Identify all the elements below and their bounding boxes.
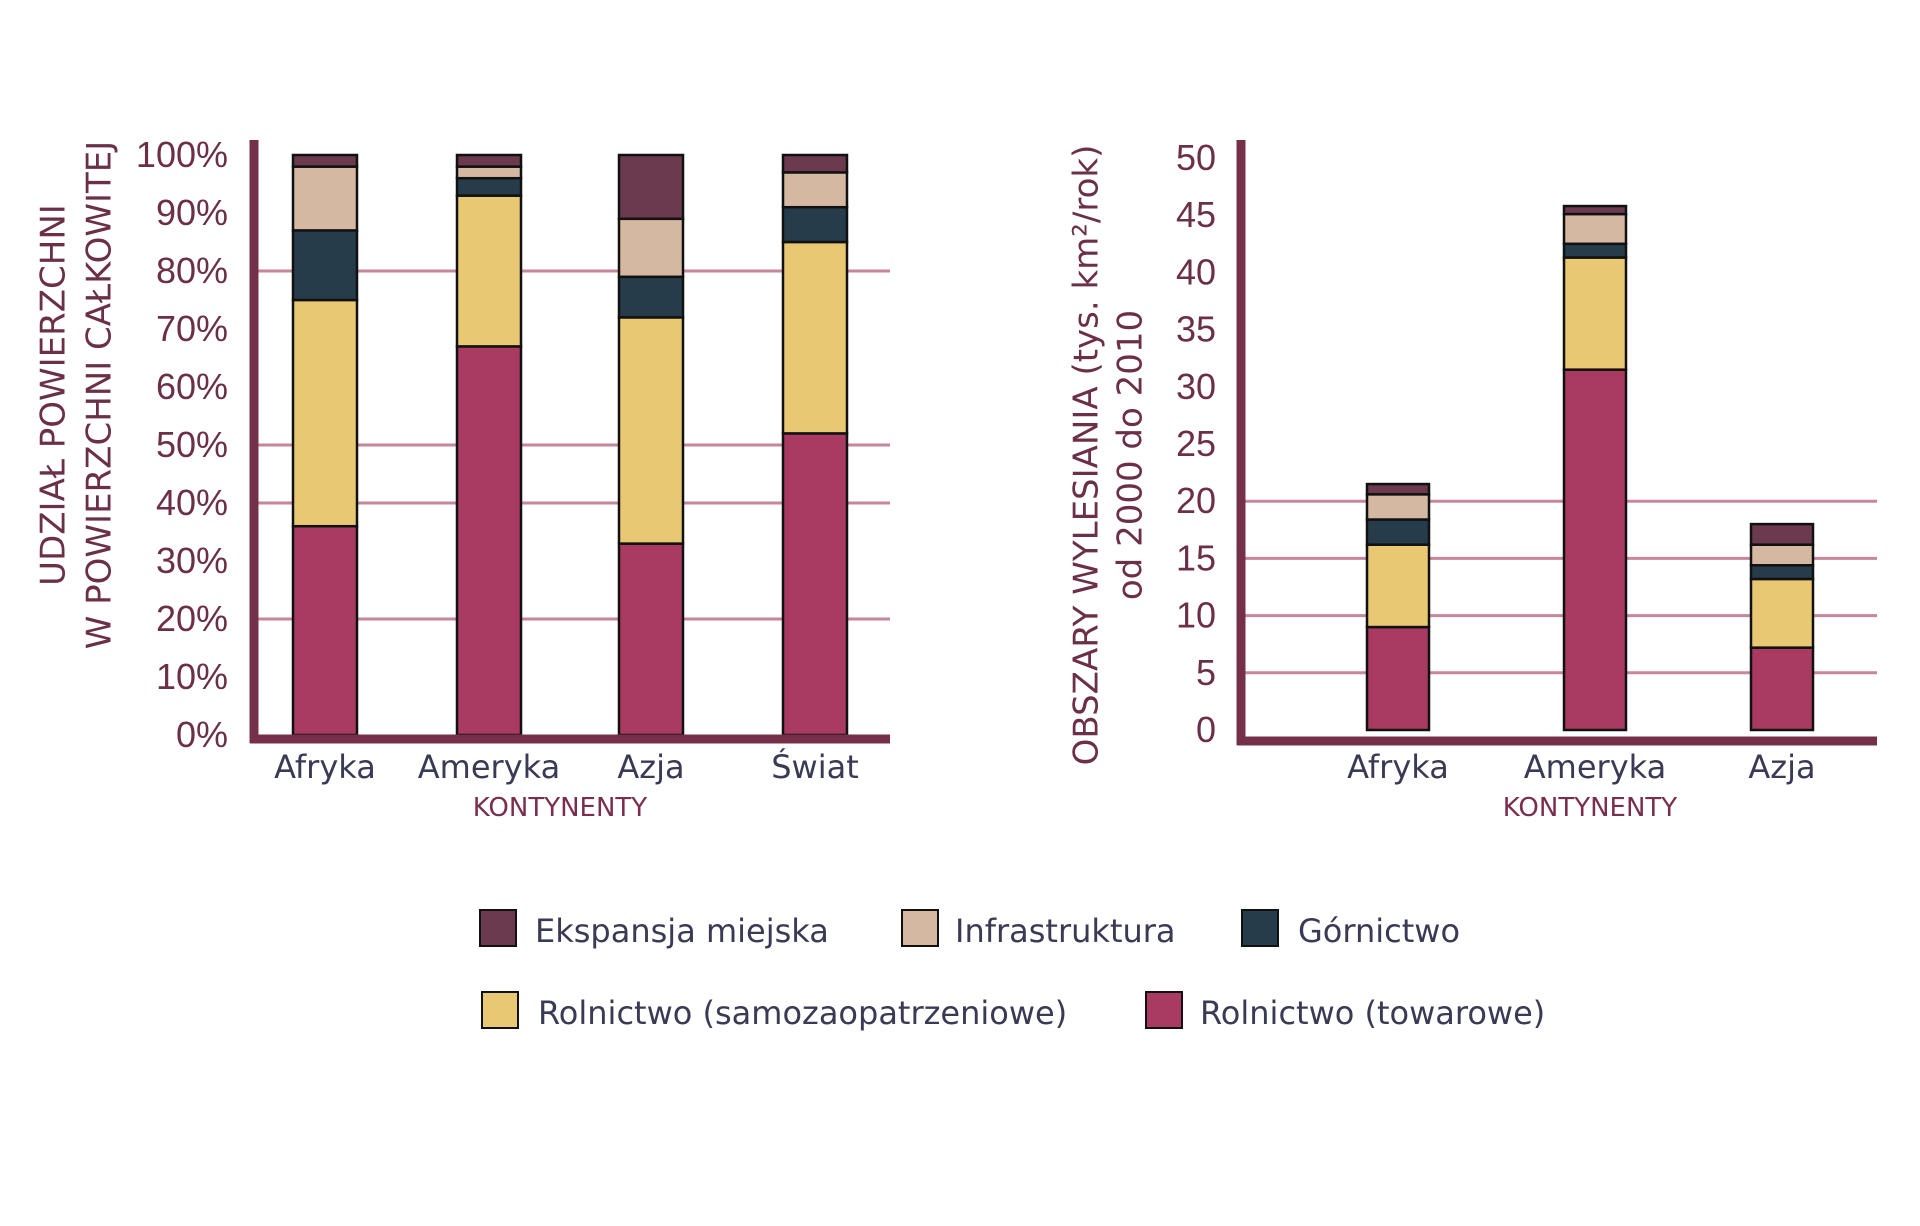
bar-segment-górnictwo-afryka <box>291 229 359 302</box>
x-tick-label-azja: Azja <box>1748 748 1815 786</box>
bar-segment-górnictwo-świat <box>781 205 849 244</box>
bar-segment-rolnictwo-towarowe-ameryka <box>1562 368 1628 732</box>
bar-segment-rolnictwo-samozaopatrzeniowe-azja <box>1749 577 1815 649</box>
y-tick-label: 40 <box>1176 251 1216 292</box>
y-tick-label: 80% <box>156 250 228 291</box>
bar-segment-górnictwo-ameryka <box>455 176 523 197</box>
legend-item-rolnictwo-towarowe: Rolnictwo (towarowe) <box>1145 991 1545 1032</box>
y-tick-label: 35 <box>1176 309 1216 350</box>
bar-segment-górnictwo-azja <box>1749 564 1815 581</box>
y-tick-label: 90% <box>156 192 228 233</box>
bar-stack-azja <box>1749 522 1815 732</box>
bar-segment-ekspansja-miejska-afryka <box>1365 482 1431 496</box>
x-axis-title: KONTYNENTY <box>1503 793 1678 823</box>
y-tick-label: 20 <box>1176 480 1216 521</box>
bar-segment-infrastruktura-azja <box>1749 543 1815 567</box>
y-tick-label: 60% <box>156 366 228 407</box>
bar-segment-rolnictwo-samozaopatrzeniowe-afryka <box>291 298 359 528</box>
bar-segment-ekspansja-miejska-azja <box>617 153 685 221</box>
bar-segment-ekspansja-miejska-azja <box>1749 522 1815 546</box>
bar-segment-rolnictwo-towarowe-ameryka <box>455 345 523 737</box>
bar-segment-rolnictwo-samozaopatrzeniowe-ameryka <box>1562 256 1628 371</box>
y-tick-label: 30 <box>1176 366 1216 407</box>
bar-segment-górnictwo-azja <box>617 275 685 319</box>
x-tick-label-ameryka: Ameryka <box>1524 748 1666 786</box>
swatch-infrastructure-icon <box>901 909 939 947</box>
y-tick-label: 15 <box>1176 537 1216 578</box>
bar-segment-rolnictwo-samozaopatrzeniowe-ameryka <box>455 194 523 348</box>
chart-deforestation-area: 0 5 10 15 20 25 30 35 40 45 50 Afryka Ameryka Azja KON… <box>1067 137 1877 823</box>
y-tick-label: 70% <box>156 308 228 349</box>
x-tick-label-azja: Azja <box>617 748 684 786</box>
x-tick-label-świat: Świat <box>771 747 859 786</box>
y-tick-label: 45 <box>1176 194 1216 235</box>
y-tick-label: 5 <box>1196 652 1216 693</box>
y-tick-label: 100% <box>136 134 228 175</box>
y-tick-label: 50 <box>1176 137 1216 178</box>
bar-segment-ekspansja-miejska-świat <box>781 153 849 174</box>
legend-item-ekspansja-miejska: Ekspansja miejska <box>479 909 829 950</box>
bar-segment-infrastruktura-ameryka <box>455 165 523 180</box>
swatch-subsistence-icon <box>481 991 519 1029</box>
bar-segment-rolnictwo-samozaopatrzeniowe-azja <box>617 316 685 545</box>
bar-segment-ekspansja-miejska-ameryka <box>455 153 523 168</box>
bar-segment-górnictwo-ameryka <box>1562 242 1628 259</box>
y-axis-title-line-1: OBSZARY WYLESIANIA (tys. km²/rok) <box>1067 145 1107 766</box>
bar-segment-rolnictwo-towarowe-afryka <box>291 524 359 737</box>
bar-segment-ekspansja-miejska-afryka <box>291 153 359 168</box>
legend: Ekspansja miejska Infrastruktura Górnictwo… <box>479 909 1545 1032</box>
y-tick-label: 10% <box>156 656 228 697</box>
legend-item-infrastruktura: Infrastruktura <box>901 909 1176 950</box>
bar-stack-świat <box>781 153 849 737</box>
y-tick-label: 0 <box>1196 709 1216 750</box>
bar-stack-afryka <box>1365 482 1431 732</box>
legend-label: Rolnictwo (towarowe) <box>1200 994 1545 1032</box>
y-axis-title-line-2: W POWIERZCHNI CAŁKOWITEJ <box>80 141 120 650</box>
bar-segment-rolnictwo-towarowe-azja <box>1749 646 1815 732</box>
y-tick-label: 50% <box>156 424 228 465</box>
y-tick-label: 40% <box>156 482 228 523</box>
legend-label: Ekspansja miejska <box>535 912 829 950</box>
chart-share-of-area: 0% 10% 20% 30% 40% 50% 60% 70% 80% 90% 100% Afryka A… <box>34 134 890 823</box>
x-tick-label-afryka: Afryka <box>1347 748 1449 786</box>
bar-segment-infrastruktura-świat <box>781 171 849 209</box>
legend-label: Rolnictwo (samozaopatrzeniowe) <box>538 994 1067 1032</box>
bar-stack-afryka <box>291 153 359 737</box>
x-tick-label-afryka: Afryka <box>274 748 376 786</box>
bar-stack-ameryka <box>1562 204 1628 732</box>
y-tick-label: 0% <box>176 714 228 755</box>
bar-segment-infrastruktura-afryka <box>291 165 359 232</box>
bar-segment-górnictwo-afryka <box>1365 518 1431 546</box>
bar-segment-rolnictwo-towarowe-afryka <box>1365 625 1431 732</box>
legend-label: Infrastruktura <box>955 912 1176 950</box>
bar-segment-rolnictwo-samozaopatrzeniowe-świat <box>781 240 849 435</box>
swatch-mining-icon <box>1241 909 1279 947</box>
bar-stack-ameryka <box>455 153 523 737</box>
bar-segment-infrastruktura-afryka <box>1365 493 1431 521</box>
x-axis-title: KONTYNENTY <box>473 793 648 823</box>
legend-item-rolnictwo-samozaopatrzeniowe: Rolnictwo (samozaopatrzeniowe) <box>481 991 1067 1032</box>
bar-segment-ekspansja-miejska-ameryka <box>1562 204 1628 216</box>
bar-segment-rolnictwo-towarowe-azja <box>617 542 685 737</box>
bar-segment-rolnictwo-towarowe-świat <box>781 432 849 737</box>
y-axis-title-line-1: UDZIAŁ POWIERZCHNI <box>34 204 74 586</box>
bar-stack-azja <box>617 153 685 737</box>
bar-segment-rolnictwo-samozaopatrzeniowe-afryka <box>1365 543 1431 629</box>
y-tick-label: 10 <box>1176 595 1216 636</box>
x-tick-label-ameryka: Ameryka <box>418 748 560 786</box>
y-tick-label: 30% <box>156 540 228 581</box>
y-axis-title-line-2: od 2000 do 2010 <box>1111 310 1151 600</box>
swatch-urban-icon <box>479 909 517 947</box>
y-tick-label: 20% <box>156 598 228 639</box>
y-tick-label: 25 <box>1176 423 1216 464</box>
bar-segment-infrastruktura-azja <box>617 217 685 279</box>
bar-segment-infrastruktura-ameryka <box>1562 212 1628 246</box>
legend-label: Górnictwo <box>1298 912 1460 950</box>
swatch-commercial-icon <box>1145 991 1183 1029</box>
legend-item-górnictwo: Górnictwo <box>1241 909 1460 950</box>
